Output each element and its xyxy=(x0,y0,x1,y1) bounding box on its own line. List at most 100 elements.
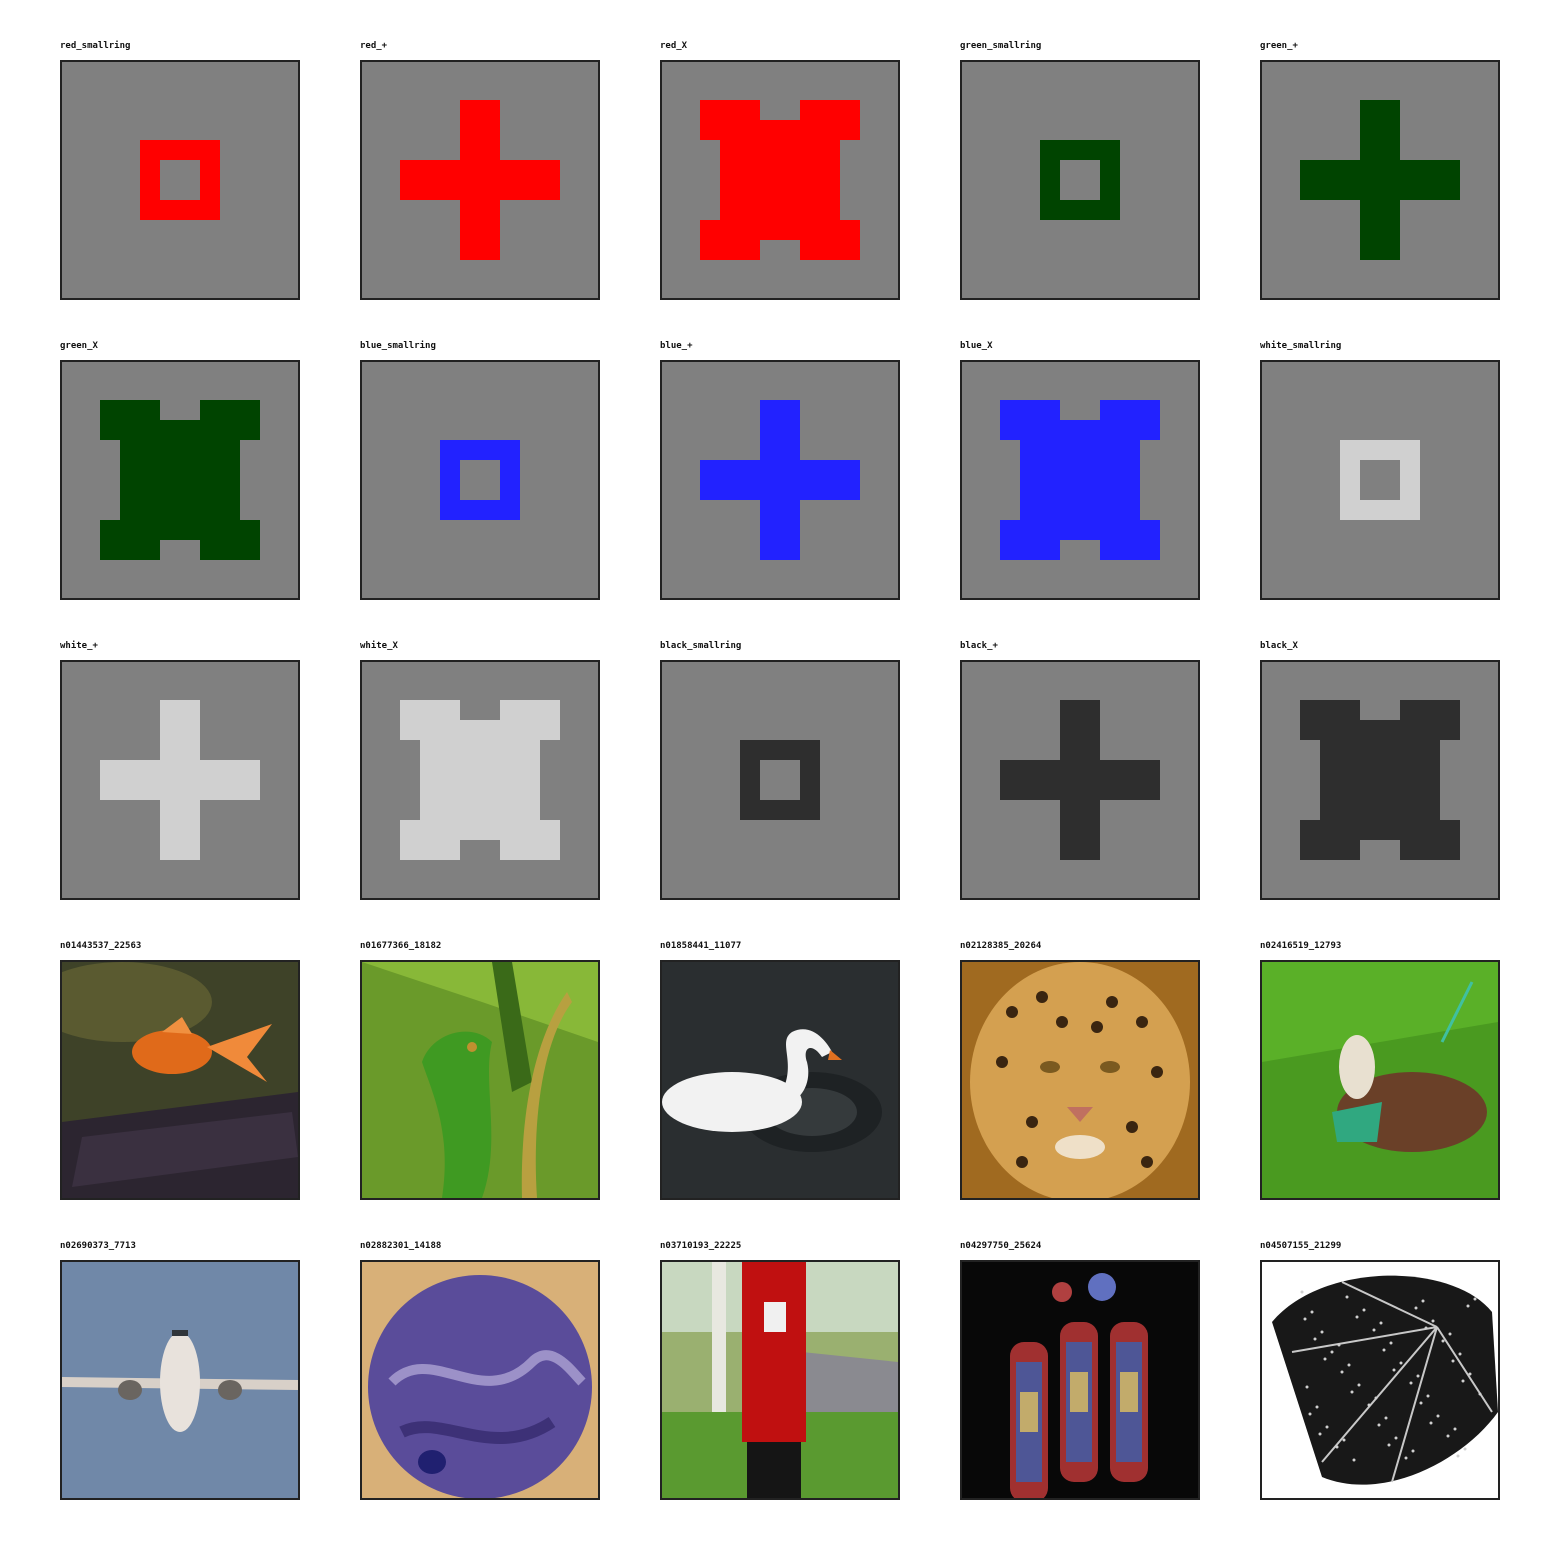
cell-label: green_+ xyxy=(1260,41,1298,51)
x-shape xyxy=(140,400,160,420)
x-shape xyxy=(500,840,520,860)
cell-label: white_smallring xyxy=(1260,341,1342,351)
x-shape xyxy=(1040,540,1060,560)
tile-image xyxy=(660,1260,900,1500)
tile-image xyxy=(660,960,900,1200)
tile-image xyxy=(960,60,1200,300)
grid-cell-photo-umbrella: n04507155_21299 xyxy=(1260,1240,1500,1500)
cell-label: red_+ xyxy=(360,41,388,51)
cell-label: blue_smallring xyxy=(360,341,436,351)
cell-label: white_X xyxy=(360,641,398,651)
grid-cell-red-smallring: red_smallring xyxy=(60,40,300,300)
cell-label: n02882301_14188 xyxy=(360,1241,442,1251)
grid-cell-black-x: black_X xyxy=(1260,640,1500,900)
grid-cell-photo-bowling-ball: n02882301_14188 xyxy=(360,1240,600,1500)
cell-label: green_smallring xyxy=(960,41,1042,51)
x-shape xyxy=(1020,420,1140,540)
ring-hole xyxy=(760,760,800,800)
bowling-ball xyxy=(368,1275,592,1498)
tile-image xyxy=(60,60,300,300)
grid-cell-photo-post-box: n03710193_22225 xyxy=(660,1240,900,1500)
tile-image xyxy=(60,660,300,900)
plus-shape xyxy=(1000,760,1160,800)
tile-image xyxy=(1260,360,1500,600)
cell-label: n01677366_18182 xyxy=(360,941,442,951)
x-shape xyxy=(1100,400,1120,420)
x-shape xyxy=(1100,540,1120,560)
tile-image xyxy=(360,960,600,1200)
grid-cell-blue-x: blue_X xyxy=(960,340,1200,600)
grid-cell-green-smallring: green_smallring xyxy=(960,40,1200,300)
tile-image xyxy=(960,1260,1200,1500)
cell-label: n04507155_21299 xyxy=(1260,1241,1342,1251)
tile-image xyxy=(1260,1260,1500,1500)
umbrella-canopy xyxy=(1272,1275,1498,1485)
cell-label: white_+ xyxy=(60,641,98,651)
plus-shape xyxy=(100,760,260,800)
x-shape xyxy=(140,540,160,560)
tile-image xyxy=(960,960,1200,1200)
grid-cell-green-x: green_X xyxy=(60,340,300,600)
grid-cell-blue-smallring: blue_smallring xyxy=(360,340,600,600)
cell-label: n01858441_11077 xyxy=(660,941,742,951)
ring-hole xyxy=(160,160,200,200)
grid-cell-photo-goat: n02416519_12793 xyxy=(1260,940,1500,1200)
grid-cell-white-plus: white_+ xyxy=(60,640,300,900)
cell-label: black_X xyxy=(1260,641,1298,651)
grid-cell-photo-green-iguana: n01677366_18182 xyxy=(360,940,600,1200)
ring-hole xyxy=(1060,160,1100,200)
x-shape xyxy=(420,720,540,840)
ring-hole xyxy=(1360,460,1400,500)
ring-hole xyxy=(460,460,500,500)
cell-label: n02690373_7713 xyxy=(60,1241,136,1251)
cell-label: black_+ xyxy=(960,641,998,651)
grid-cell-green-plus: green_+ xyxy=(1260,40,1500,300)
x-shape xyxy=(200,540,220,560)
x-shape xyxy=(500,700,520,720)
x-shape xyxy=(1340,700,1360,720)
tile-image xyxy=(360,60,600,300)
x-shape xyxy=(1340,840,1360,860)
tile-image xyxy=(60,360,300,600)
plus-shape xyxy=(1300,160,1460,200)
tile-image xyxy=(1260,960,1500,1200)
cell-label: n04297750_25624 xyxy=(960,1241,1042,1251)
x-shape xyxy=(200,400,220,420)
goldfish-body xyxy=(132,1030,212,1074)
cell-label: n02416519_12793 xyxy=(1260,941,1342,951)
grid-cell-photo-airliner: n02690373_7713 xyxy=(60,1240,300,1500)
x-shape xyxy=(440,840,460,860)
grid-cell-photo-white-swan: n01858441_11077 xyxy=(660,940,900,1200)
tile-image xyxy=(1260,660,1500,900)
tile-image xyxy=(1260,60,1500,300)
tile-image xyxy=(960,360,1200,600)
grid-cell-red-x: red_X xyxy=(660,40,900,300)
cell-label: blue_X xyxy=(960,341,993,351)
grid-cell-photo-goldfish: n01443537_22563 xyxy=(60,940,300,1200)
x-shape xyxy=(740,240,760,260)
x-shape xyxy=(1400,840,1420,860)
grid-cell-red-plus: red_+ xyxy=(360,40,600,300)
tile-image xyxy=(360,1260,600,1500)
tile-image xyxy=(660,60,900,300)
grid-cell-photo-leopard: n02128385_20264 xyxy=(960,940,1200,1200)
tile-image xyxy=(960,660,1200,900)
x-shape xyxy=(1040,400,1060,420)
leopard-face xyxy=(970,962,1190,1198)
cell-label: green_X xyxy=(60,341,98,351)
grid-cell-photo-stained-glass-window: n04297750_25624 xyxy=(960,1240,1200,1500)
x-shape xyxy=(120,420,240,540)
x-shape xyxy=(1320,720,1440,840)
x-shape xyxy=(800,100,820,120)
cell-label: red_X xyxy=(660,41,688,51)
grid-cell-black-plus: black_+ xyxy=(960,640,1200,900)
cell-label: blue_+ xyxy=(660,341,693,351)
x-shape xyxy=(440,700,460,720)
x-shape xyxy=(720,120,840,240)
tile-image xyxy=(60,960,300,1200)
tile-image xyxy=(660,360,900,600)
post-box xyxy=(742,1262,806,1442)
tile-image xyxy=(60,1260,300,1500)
cell-label: n02128385_20264 xyxy=(960,941,1042,951)
